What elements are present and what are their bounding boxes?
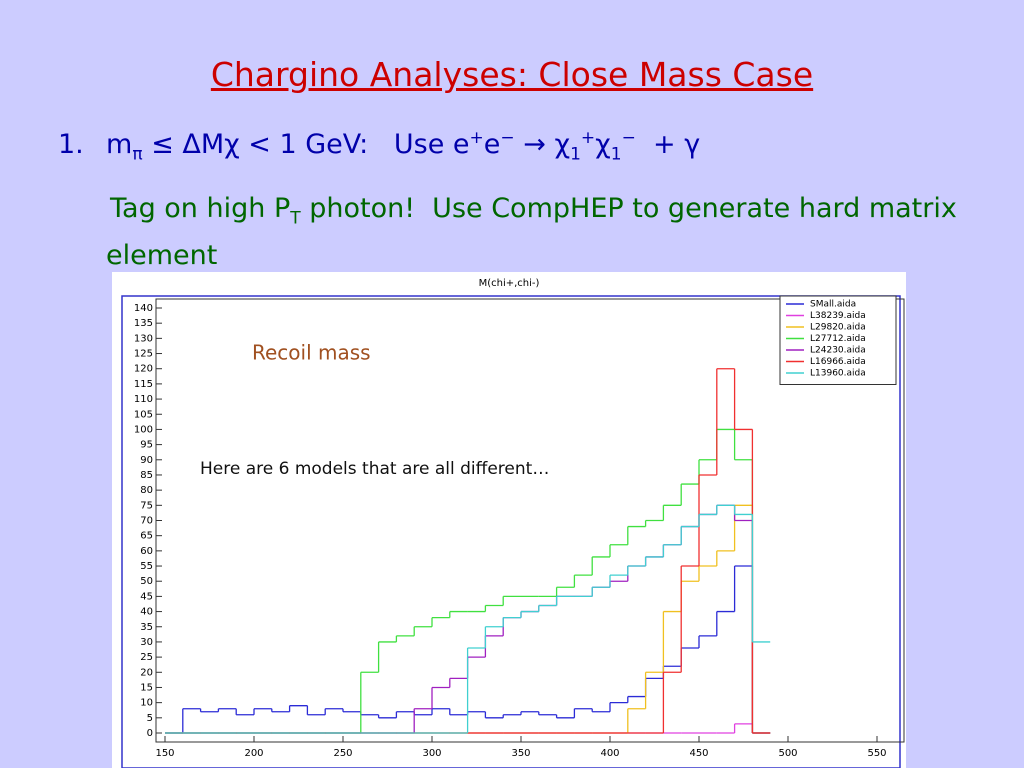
x-tick-label: 500 — [778, 748, 797, 759]
y-tick-label: 65 — [140, 531, 153, 542]
y-tick-label: 135 — [134, 318, 153, 329]
y-tick-label: 50 — [140, 576, 153, 587]
text: − — [621, 128, 636, 148]
text: + — [469, 128, 484, 148]
item-number: 1. — [58, 129, 84, 160]
legend-label: SMall.aida — [810, 300, 856, 310]
y-tick-label: 95 — [140, 440, 153, 451]
y-tick-label: 0 — [147, 728, 153, 739]
legend-label: L27712.aida — [810, 334, 866, 344]
y-tick-label: 115 — [134, 379, 153, 390]
y-tick-label: 70 — [140, 516, 153, 527]
y-tick-label: 110 — [134, 394, 153, 405]
text: + γ — [635, 129, 701, 160]
y-tick-label: 125 — [134, 349, 153, 360]
y-tick-label: 55 — [140, 561, 153, 572]
note: Tag on high PT photon! Use CompHEP to ge… — [106, 190, 976, 275]
chart-title: M(chi+,chi-) — [479, 278, 540, 289]
text: χ — [595, 129, 611, 160]
text: π — [132, 144, 143, 165]
y-tick-label: 85 — [140, 470, 153, 481]
x-tick-label: 400 — [600, 748, 619, 759]
x-tick-label: 150 — [155, 748, 174, 759]
text: 1 — [570, 144, 581, 165]
y-tick-label: 5 — [147, 713, 153, 724]
x-tick-label: 200 — [244, 748, 263, 759]
y-tick-label: 105 — [134, 409, 153, 420]
text: T — [290, 208, 301, 229]
x-tick-label: 250 — [333, 748, 352, 759]
text: photon! Use CompHEP to generate hard mat… — [106, 193, 966, 272]
x-tick-label: 550 — [867, 748, 886, 759]
legend-box — [779, 295, 897, 385]
legend-label: L38239.aida — [810, 311, 866, 321]
y-tick-label: 140 — [134, 303, 153, 314]
y-tick-label: 25 — [140, 652, 153, 663]
x-tick-label: 350 — [511, 748, 530, 759]
y-tick-label: 120 — [134, 364, 153, 375]
y-tick-label: 75 — [140, 500, 153, 511]
text: − — [500, 128, 515, 148]
text: m — [106, 129, 133, 160]
y-tick-label: 130 — [134, 333, 153, 344]
text: → χ — [514, 129, 571, 160]
y-tick-label: 10 — [140, 698, 153, 709]
x-tick-label: 450 — [689, 748, 708, 759]
y-tick-label: 35 — [140, 622, 153, 633]
annotation: Recoil mass — [252, 341, 371, 365]
y-tick-label: 30 — [140, 637, 153, 648]
text: 1 — [610, 144, 622, 165]
annotation: Here are 6 models that are all different… — [200, 459, 549, 479]
y-tick-label: 100 — [134, 424, 153, 435]
y-tick-label: 20 — [140, 667, 153, 678]
legend-label: L29820.aida — [810, 323, 866, 333]
y-tick-label: 45 — [140, 591, 153, 602]
y-tick-label: 90 — [140, 455, 153, 466]
y-tick-label: 15 — [140, 682, 153, 693]
legend-label: L13960.aida — [810, 369, 866, 379]
chart: M(chi+,chi-) Recoil mass Here are 6 mode… — [112, 272, 906, 768]
chart-background — [112, 272, 906, 768]
x-tick-label: 300 — [422, 748, 441, 759]
slide-title: Chargino Analyses: Close Mass Case — [210, 55, 814, 94]
y-tick-label: 80 — [140, 485, 153, 496]
bullet-item: 1. mπ ≤ ΔMχ < 1 GeV: Use e+e− → χ1+χ1− + … — [58, 128, 700, 164]
y-tick-label: 60 — [140, 546, 153, 557]
legend-label: L24230.aida — [810, 346, 866, 356]
text: Tag on high P — [110, 193, 291, 224]
text: ≤ ΔMχ < 1 GeV: Use e — [142, 129, 470, 160]
text: + — [580, 128, 596, 148]
selection-frame — [121, 295, 901, 768]
legend-label: L16966.aida — [810, 357, 866, 367]
text: e — [483, 129, 501, 160]
y-tick-label: 40 — [140, 607, 153, 618]
